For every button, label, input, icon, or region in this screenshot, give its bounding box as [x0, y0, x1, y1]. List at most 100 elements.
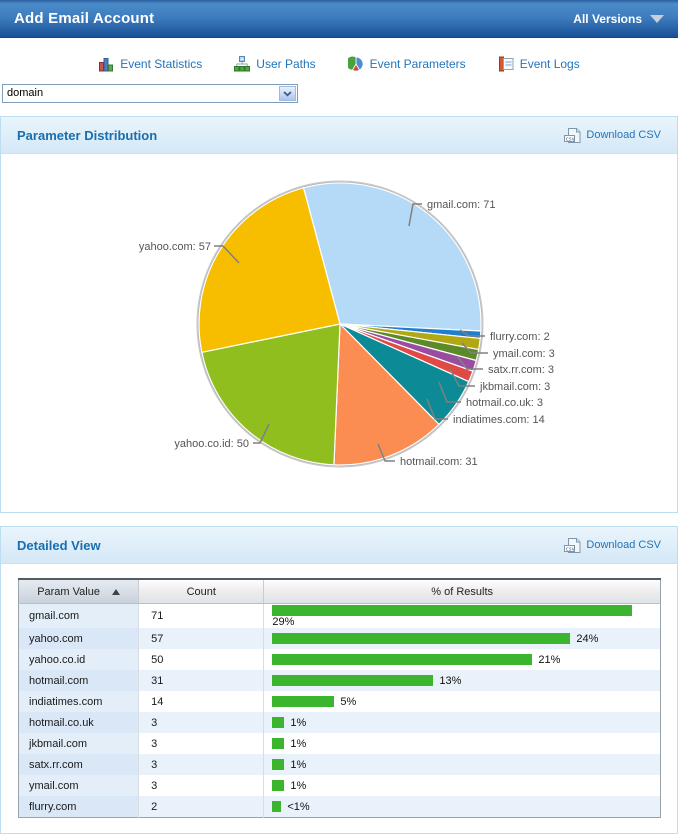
pie-callout-label: satx.rr.com: 3	[488, 364, 554, 376]
download-csv-link-distribution[interactable]: csv Download CSV	[564, 127, 661, 143]
pct-label: <1%	[287, 800, 310, 813]
detailed-view-panel: Detailed View csv Download CSV	[0, 526, 678, 834]
column-header-label: Param Value	[37, 585, 100, 598]
pie-callout-label: hotmail.com: 31	[400, 456, 478, 468]
table-row: ymail.com 3 1%	[18, 775, 661, 797]
pct-bar	[272, 675, 434, 687]
count-cell: 50	[138, 649, 265, 671]
pie-slice-yahoo.com[interactable]	[198, 187, 341, 353]
download-csv-label: Download CSV	[586, 539, 661, 551]
nav-item-event-statistics[interactable]: Event Statistics	[98, 56, 202, 72]
column-header-pct-of-results[interactable]: % of Results	[263, 579, 661, 604]
count-cell: 57	[138, 628, 265, 650]
pie-leader-line	[449, 368, 475, 387]
pie-slice-gmail.com[interactable]	[302, 182, 482, 332]
param-value-cell: ymail.com	[18, 775, 140, 797]
nav-label: Event Statistics	[120, 57, 203, 71]
column-header-param-value[interactable]: Param Value	[18, 579, 140, 604]
panel-title: Detailed View	[17, 537, 101, 553]
pct-bar	[272, 717, 285, 729]
version-selector-label: All Versions	[573, 11, 642, 26]
pct-label: 13%	[439, 674, 462, 687]
pie-callout-label: yahoo.co.id: 50	[174, 438, 249, 450]
table-row: jkbmail.com 3 1%	[18, 733, 661, 755]
page-title: Add Email Account	[14, 10, 155, 27]
pie-callout-label: ymail.com: 3	[493, 348, 555, 360]
table-header-row: Param Value Count % of Results	[18, 579, 661, 604]
pct-label: 5%	[340, 695, 357, 708]
nav-item-event-parameters[interactable]: Event Parameters	[347, 56, 466, 72]
pct-cell: 24%	[263, 628, 661, 650]
pie-chart: gmail.com: 71 flurry.com: 2 ymail.com: 3 sa…	[139, 180, 555, 468]
parameter-distribution-panel: Parameter Distribution csv Download CSV …	[0, 116, 678, 513]
pct-cell: 5%	[263, 691, 661, 713]
svg-text:csv: csv	[566, 546, 576, 552]
user-paths-icon	[234, 56, 251, 72]
count-cell: 3	[138, 754, 265, 776]
pct-bar	[272, 696, 335, 708]
sort-asc-icon	[111, 588, 120, 595]
parameter-select[interactable]: domain	[2, 84, 298, 103]
param-value-cell: jkbmail.com	[18, 733, 140, 755]
pie-callout-label: gmail.com: 71	[427, 199, 495, 211]
table-row: gmail.com 71 29%	[18, 603, 661, 629]
csv-file-icon: csv	[564, 127, 581, 143]
pie-slice-yahoo.co.id[interactable]	[201, 323, 341, 466]
download-csv-link-detailed[interactable]: csv Download CSV	[564, 537, 661, 553]
pct-cell: 1%	[263, 775, 661, 797]
pct-cell: 1%	[263, 754, 661, 776]
csv-file-icon: csv	[564, 537, 581, 553]
count-cell: 3	[138, 733, 265, 755]
table-row: satx.rr.com 3 1%	[18, 754, 661, 776]
table-row: yahoo.co.id 50 21%	[18, 649, 661, 671]
pie-chart-area: gmail.com: 71 flurry.com: 2 ymail.com: 3 sa…	[1, 154, 677, 512]
event-nav: Event Statistics User Paths Event Parame…	[0, 54, 678, 74]
nav-item-event-logs[interactable]: Event Logs	[498, 56, 580, 72]
param-value-cell: flurry.com	[18, 796, 140, 818]
pie-rim-shadow	[196, 180, 484, 468]
pct-bar	[272, 654, 533, 666]
download-csv-label: Download CSV	[586, 129, 661, 141]
pie-leader-line	[456, 355, 483, 370]
select-arrow-icon	[279, 86, 296, 101]
pie-leader-line	[408, 203, 422, 227]
pct-label: 21%	[538, 653, 561, 666]
bar-chart-icon	[99, 58, 114, 72]
nav-label: Event Parameters	[369, 57, 466, 71]
pct-bar	[272, 801, 282, 813]
table-row: yahoo.com 57 24%	[18, 628, 661, 650]
detailed-table-area: Param Value Count % of Results gmail.com…	[1, 564, 677, 834]
pct-label: 29%	[272, 616, 295, 629]
count-cell: 3	[138, 775, 265, 797]
version-selector[interactable]: All Versions	[573, 12, 664, 26]
svg-text:csv: csv	[566, 136, 576, 142]
pct-cell: 1%	[263, 712, 661, 734]
table-row: hotmail.co.uk 3 1%	[18, 712, 661, 734]
pie-leader-line	[459, 329, 485, 337]
table-row: flurry.com 2 <1%	[18, 796, 661, 818]
param-value-cell: satx.rr.com	[18, 754, 140, 776]
nav-item-user-paths[interactable]: User Paths	[234, 56, 316, 72]
pie-leader-line	[377, 443, 395, 462]
parameter-select-row: domain	[2, 84, 678, 103]
pie-leader-line	[214, 245, 240, 264]
count-cell: 71	[138, 603, 265, 629]
pct-label: 1%	[290, 716, 307, 729]
pct-cell: 29%	[263, 603, 661, 629]
nav-label: Event Logs	[519, 57, 580, 71]
pie-slice-hotmail.com[interactable]	[333, 323, 440, 466]
pie-callout-label: yahoo.com: 57	[139, 241, 211, 253]
param-value-cell: yahoo.co.id	[18, 649, 140, 671]
pie-callout-label: jkbmail.com: 3	[479, 381, 550, 393]
panel-title: Parameter Distribution	[17, 127, 158, 143]
column-header-count[interactable]: Count	[138, 579, 265, 604]
param-value-cell: hotmail.com	[18, 670, 140, 692]
pct-cell: <1%	[263, 796, 661, 818]
count-cell: 3	[138, 712, 265, 734]
pct-label: 1%	[290, 779, 307, 792]
count-cell: 2	[138, 796, 265, 818]
pie-leader-line	[461, 342, 488, 354]
table-row: hotmail.com 31 13%	[18, 670, 661, 692]
nav-label: User Paths	[256, 57, 316, 71]
